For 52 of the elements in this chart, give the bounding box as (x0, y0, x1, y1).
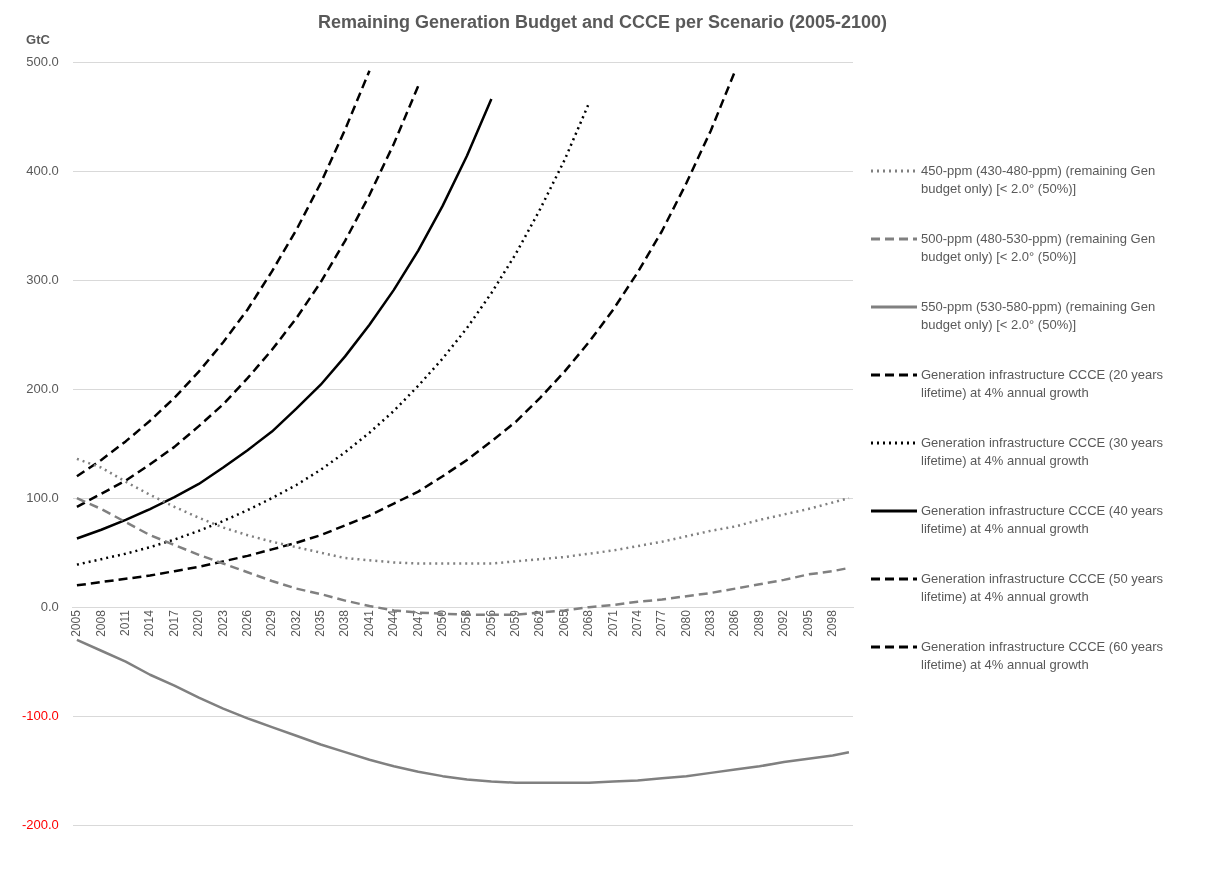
x-tick-label: 2041 (361, 609, 376, 637)
legend-label: Generation infrastructure CCCE (30 years lifetime) at 4% annual growth (921, 434, 1165, 470)
x-tick-label: 2086 (727, 609, 742, 637)
y-tick-label: -100.0 (21, 707, 59, 723)
x-tick-label: 2038 (337, 609, 352, 637)
x-tick-label: 2029 (264, 609, 279, 637)
legend-label: 500-ppm (480-530-ppm) (remaining Gen budget only) [< 2.0° (50%)] (921, 230, 1157, 266)
y-tick-label: 300.0 (26, 271, 59, 287)
x-tick-label: 2020 (191, 609, 206, 637)
y-tick-label: 500.0 (26, 53, 59, 69)
x-tick-label: 2092 (776, 609, 791, 637)
x-tick-label: 2050 (434, 609, 449, 637)
y-axis-title: GtC (26, 32, 51, 47)
x-tick-label: 2068 (581, 609, 596, 637)
legend-label: Generation infrastructure CCCE (50 years lifetime) at 4% annual growth (921, 570, 1165, 606)
x-tick-label: 2065 (556, 609, 571, 637)
x-tick-label: 2071 (605, 609, 620, 637)
y-tick-label: 400.0 (26, 162, 59, 178)
x-tick-label: 2074 (629, 609, 644, 637)
x-tick-label: 2095 (800, 609, 815, 637)
x-tick-label: 2059 (508, 609, 523, 637)
x-tick-label: 2089 (751, 609, 766, 637)
y-tick-label: 0.0 (40, 598, 59, 614)
x-tick-label: 2017 (166, 609, 181, 637)
x-tick-label: 2062 (532, 609, 547, 637)
line-series (75, 102, 591, 566)
x-tick-label: 2035 (313, 609, 328, 637)
y-tick-label: 100.0 (26, 489, 59, 505)
legend-label: 450-ppm (430-480-ppm) (remaining Gen budget only) [< 2.0° (50%)] (921, 162, 1157, 198)
x-tick-label: 2011 (118, 609, 132, 636)
line-series (75, 69, 371, 478)
x-tick-label: 2005 (69, 609, 84, 637)
line-series (75, 84, 420, 509)
y-tick-label: -200.0 (21, 816, 59, 832)
x-tick-label: 2098 (825, 609, 839, 637)
x-tick-label: 2023 (215, 609, 230, 637)
legend-label: Generation infrastructure CCCE (40 years lifetime) at 4% annual growth (921, 502, 1165, 538)
x-tick-label: 2032 (288, 609, 303, 637)
legend-label: Generation infrastructure CCCE (20 years lifetime) at 4% annual growth (921, 366, 1165, 402)
line-series (75, 457, 851, 565)
x-tick-label: 2014 (142, 609, 157, 637)
legend-label: 550-ppm (530-580-ppm) (remaining Gen budget only) [< 2.0° (50%)] (921, 298, 1157, 334)
x-tick-label: 2008 (93, 609, 108, 637)
x-tick-label: 2080 (678, 609, 693, 637)
x-tick-label: 2026 (239, 609, 254, 637)
y-tick-label: 200.0 (26, 380, 59, 396)
x-tick-label: 2053 (459, 609, 474, 637)
x-tick-label: 2044 (386, 609, 401, 637)
x-tick-label: 2083 (703, 609, 718, 637)
legend-label: Generation infrastructure CCCE (60 years lifetime) at 4% annual growth (921, 638, 1165, 674)
chart-title: Remaining Generation Budget and CCCE per Scenario (2005-2100) (317, 12, 888, 32)
x-tick-label: 2077 (654, 609, 669, 637)
